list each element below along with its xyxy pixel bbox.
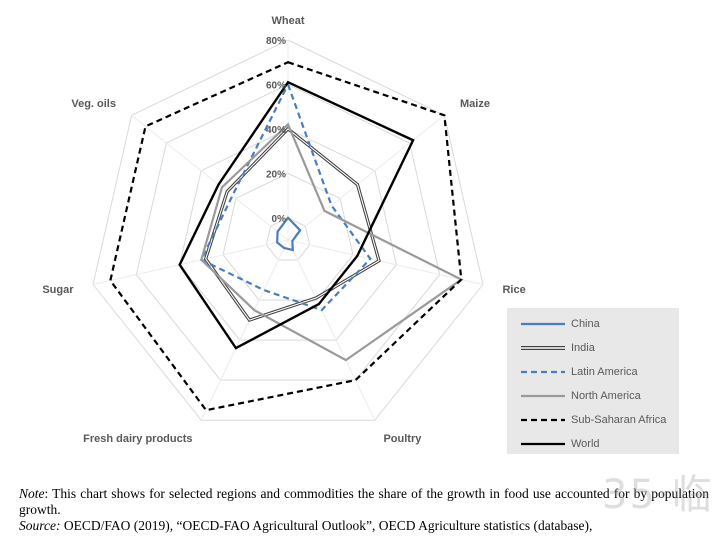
grid-spoke: [287, 239, 484, 285]
grid-spoke: [200, 239, 289, 421]
source-line: Source: OECD/FAO (2019), “OECD-FAO Agric…: [19, 518, 709, 534]
axis-label-veg-oils: Veg. oils: [71, 98, 116, 110]
axis-label-poultry: Poultry: [383, 433, 422, 445]
grid-ring: [135, 83, 441, 381]
grid-spoke: [287, 239, 376, 421]
grid-spoke: [92, 239, 289, 285]
legend-swatch: [521, 394, 565, 398]
grid-spoke: [131, 114, 289, 241]
legend-label: China: [571, 318, 600, 330]
legend: China India Latin America North America Sub-…: [507, 308, 679, 454]
series-sub-saharan-africa: [109, 61, 463, 412]
legend-swatch: [521, 370, 565, 374]
axis-label-rice: Rice: [502, 284, 525, 296]
axis-label-wheat: Wheat: [272, 15, 305, 27]
category-labels: Wheat Maize Rice Poultry Fresh dairy product…: [42, 15, 525, 445]
legend-item-china: China: [521, 312, 679, 336]
legend-item-latin-america: Latin America: [521, 360, 679, 384]
legend-label: North America: [571, 390, 641, 402]
legend-label: India: [571, 342, 595, 354]
series-india-inner: [205, 128, 380, 321]
series-latin-america: [199, 81, 372, 312]
grid-ring: [179, 128, 397, 341]
grid-ring: [92, 39, 484, 421]
tick-label: 20%: [266, 169, 286, 180]
radar-series: [109, 61, 464, 412]
tick-labels: 0% 20% 40% 60% 80%: [266, 36, 286, 225]
note-block: Note: This chart shows for selected regi…: [19, 486, 709, 534]
radar-grid: [92, 39, 484, 421]
legend-item-world: World: [521, 432, 679, 456]
tick-label: 80%: [266, 36, 286, 47]
grid-ring: [222, 172, 354, 301]
series-north-america: [200, 122, 464, 362]
series-world: [178, 80, 415, 350]
grid-spoke: [287, 114, 445, 241]
legend-item-sub-saharan-africa: Sub-Saharan Africa: [521, 408, 679, 432]
legend-swatch: [521, 322, 565, 326]
legend-swatch: [521, 442, 565, 446]
legend-swatch: [521, 346, 565, 350]
source-text: OECD/FAO (2019), “OECD-FAO Agricultural …: [60, 518, 593, 533]
legend-label: Sub-Saharan Africa: [571, 414, 667, 426]
legend-label: Latin America: [571, 366, 638, 378]
tick-label: 60%: [266, 80, 286, 91]
legend-item-india: India: [521, 336, 679, 360]
legend-item-north-america: North America: [521, 384, 679, 408]
note-line: Note: This chart shows for selected regi…: [19, 486, 709, 518]
note-text: : This chart shows for selected regions …: [19, 486, 709, 517]
tick-label: 0%: [272, 214, 287, 225]
note-label: Note: [19, 486, 45, 501]
tick-label: 40%: [266, 125, 286, 136]
watermark: 35·临: [602, 472, 714, 518]
legend-label: World: [571, 438, 600, 450]
source-label: Source:: [19, 518, 61, 533]
axis-label-fresh-dairy-products: Fresh dairy products: [83, 433, 192, 445]
radar-chart: Wheat Maize Rice Poultry Fresh dairy product…: [42, 15, 525, 445]
axis-label-sugar: Sugar: [42, 284, 74, 296]
axis-label-maize: Maize: [460, 98, 490, 110]
legend-swatch: [521, 418, 565, 422]
grid-ring: [265, 217, 311, 261]
series-china: [276, 216, 302, 252]
